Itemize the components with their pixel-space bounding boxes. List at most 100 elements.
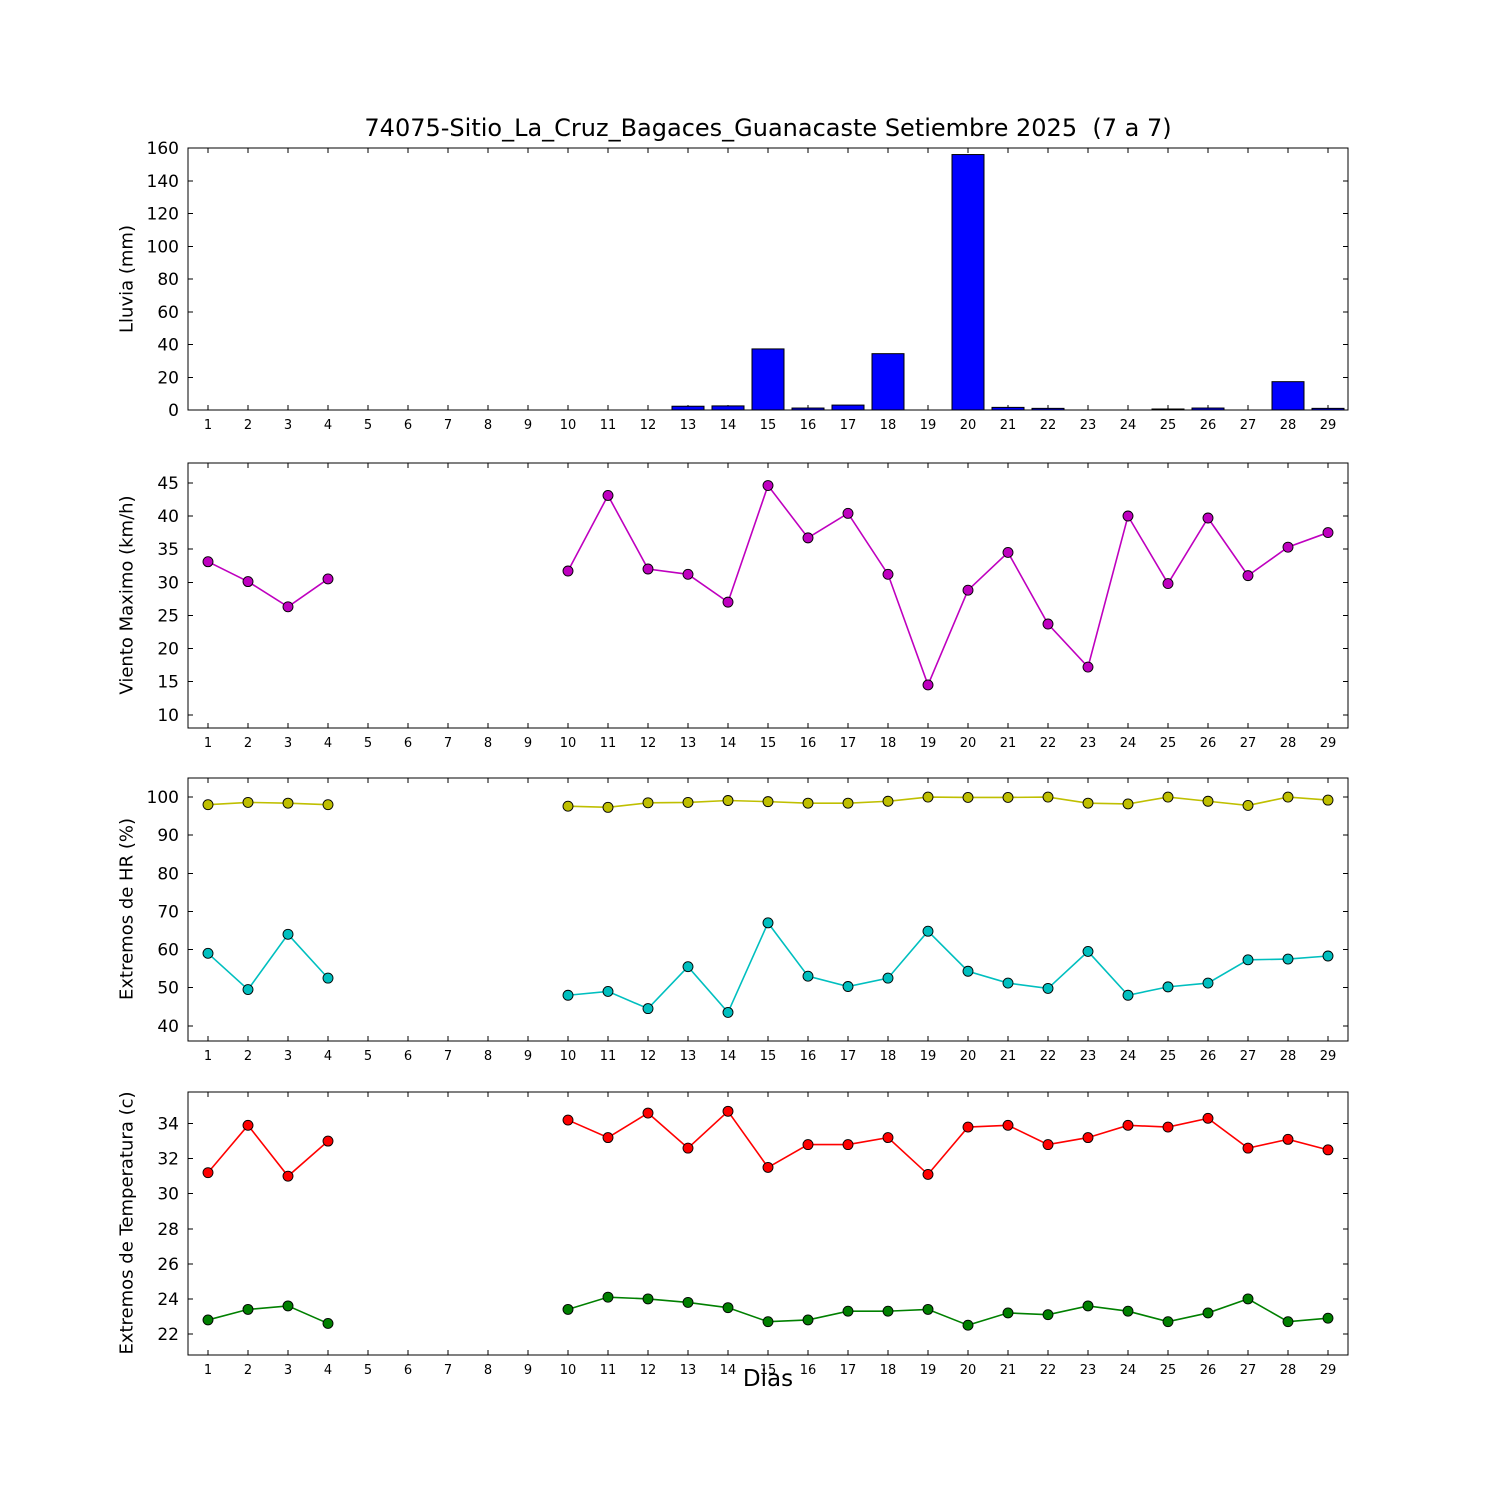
temperatura-minima-point-day-1 [202, 1314, 214, 1326]
x-tick-label: 26 [1200, 1049, 1217, 1064]
viento-maximo-point-day-2 [242, 576, 254, 588]
hr-maxima-point-day-2 [242, 796, 254, 808]
x-tick-label: 17 [840, 736, 857, 751]
x-tick-label: 3 [284, 1363, 292, 1378]
hr-minima-line [207, 933, 329, 991]
hr-maxima-point-day-11 [602, 801, 614, 813]
lluvia-bar-day-14 [711, 405, 745, 411]
hr-minima-point-day-24 [1122, 989, 1134, 1001]
temperatura-minima-point-day-20 [962, 1319, 974, 1331]
x-tick-label: 22 [1040, 1049, 1057, 1064]
temperatura-minima-point-day-24 [1122, 1305, 1134, 1317]
x-tick-label: 27 [1240, 1049, 1257, 1064]
x-tick-label: 11 [600, 1049, 617, 1064]
x-tick-label: 10 [560, 418, 577, 433]
x-tick-label: 6 [404, 1049, 412, 1064]
y-tick-label: 80 [157, 270, 179, 290]
x-tick-label: 7 [444, 736, 452, 751]
x-tick-label: 8 [484, 418, 492, 433]
lluvia-bar-day-20 [951, 154, 985, 411]
viento-maximo-axes-frame [187, 462, 1349, 729]
x-tick-label: 20 [960, 418, 977, 433]
temperatura-maxima-point-day-10 [562, 1114, 574, 1126]
x-tick-label: 29 [1320, 736, 1337, 751]
hr-minima-point-day-22 [1042, 982, 1054, 994]
temperatura-minima-line [207, 1305, 329, 1325]
x-tick-label: 21 [1000, 1049, 1017, 1064]
y-tick-label: 120 [147, 205, 179, 225]
x-tick-label: 13 [680, 1363, 697, 1378]
extremos-temperatura-axes-frame [187, 1091, 1349, 1356]
viento-maximo-point-day-17 [842, 507, 854, 519]
x-tick-label: 22 [1040, 418, 1057, 433]
x-tick-label: 8 [484, 1363, 492, 1378]
x-tick-label: 15 [760, 1049, 777, 1064]
hr-minima-point-day-15 [762, 917, 774, 929]
y-tick-label: 35 [157, 540, 179, 560]
x-tick-label: 27 [1240, 418, 1257, 433]
viento-maximo-line [567, 483, 1329, 688]
y-tick-label: 0 [168, 401, 179, 421]
x-tick-label: 12 [640, 736, 657, 751]
y-tick-label: 40 [157, 507, 179, 527]
y-tick-label: 40 [157, 336, 179, 356]
viento-maximo-point-day-20 [962, 584, 974, 596]
x-tick-label: 5 [364, 418, 372, 433]
y-tick-label: 50 [157, 979, 179, 999]
y-tick-label: 45 [157, 474, 179, 494]
x-tick-label: 26 [1200, 1363, 1217, 1378]
hr-minima-line [567, 921, 1329, 1014]
temperatura-maxima-point-day-18 [882, 1132, 894, 1144]
x-tick-label: 26 [1200, 418, 1217, 433]
x-tick-label: 29 [1320, 1363, 1337, 1378]
temperatura-maxima-point-day-15 [762, 1161, 774, 1173]
hr-minima-point-day-27 [1242, 954, 1254, 966]
hr-minima-point-day-10 [562, 989, 574, 1001]
y-tick-label: 100 [147, 788, 179, 808]
y-tick-label: 10 [157, 706, 179, 726]
temperatura-minima-point-day-27 [1242, 1293, 1254, 1305]
hr-maxima-point-day-27 [1242, 799, 1254, 811]
temperatura-minima-point-day-3 [282, 1300, 294, 1312]
y-tick-label: 24 [157, 1290, 179, 1310]
y-tick-label: 20 [157, 640, 179, 660]
x-tick-label: 18 [880, 1049, 897, 1064]
y-tick-label: 20 [157, 368, 179, 388]
viento-maximo-line [207, 560, 329, 608]
hr-maxima-point-day-22 [1042, 791, 1054, 803]
x-tick-label: 26 [1200, 736, 1217, 751]
x-tick-label: 14 [720, 1049, 737, 1064]
x-tick-label: 19 [920, 736, 937, 751]
x-tick-label: 23 [1080, 736, 1097, 751]
hr-maxima-point-day-4 [322, 799, 334, 811]
temperatura-maxima-point-day-24 [1122, 1119, 1134, 1131]
x-tick-label: 19 [920, 418, 937, 433]
y-tick-label: 80 [157, 864, 179, 884]
viento-maximo-point-day-27 [1242, 570, 1254, 582]
hr-minima-point-day-1 [202, 947, 214, 959]
y-tick-label: 22 [157, 1325, 179, 1345]
x-tick-label: 12 [640, 1363, 657, 1378]
y-tick-label: 90 [157, 826, 179, 846]
x-tick-label: 11 [600, 1363, 617, 1378]
hr-minima-point-day-25 [1162, 981, 1174, 993]
hr-minima-point-day-14 [722, 1006, 734, 1018]
x-tick-label: 11 [600, 418, 617, 433]
lluvia-bar-day-17 [831, 404, 865, 411]
temperatura-maxima-point-day-19 [922, 1168, 934, 1180]
hr-maxima-point-day-29 [1322, 794, 1334, 806]
x-tick-label: 24 [1120, 418, 1137, 433]
hr-minima-point-day-19 [922, 925, 934, 937]
x-tick-label: 12 [640, 418, 657, 433]
hr-maxima-point-day-26 [1202, 795, 1214, 807]
hr-minima-point-day-17 [842, 981, 854, 992]
x-tick-label: 4 [324, 1363, 332, 1378]
hr-minima-point-day-12 [642, 1003, 654, 1015]
hr-minima-point-day-4 [322, 972, 334, 984]
x-tick-label: 20 [960, 1049, 977, 1064]
x-tick-label: 10 [560, 1049, 577, 1064]
temperatura-minima-point-day-29 [1322, 1312, 1334, 1324]
